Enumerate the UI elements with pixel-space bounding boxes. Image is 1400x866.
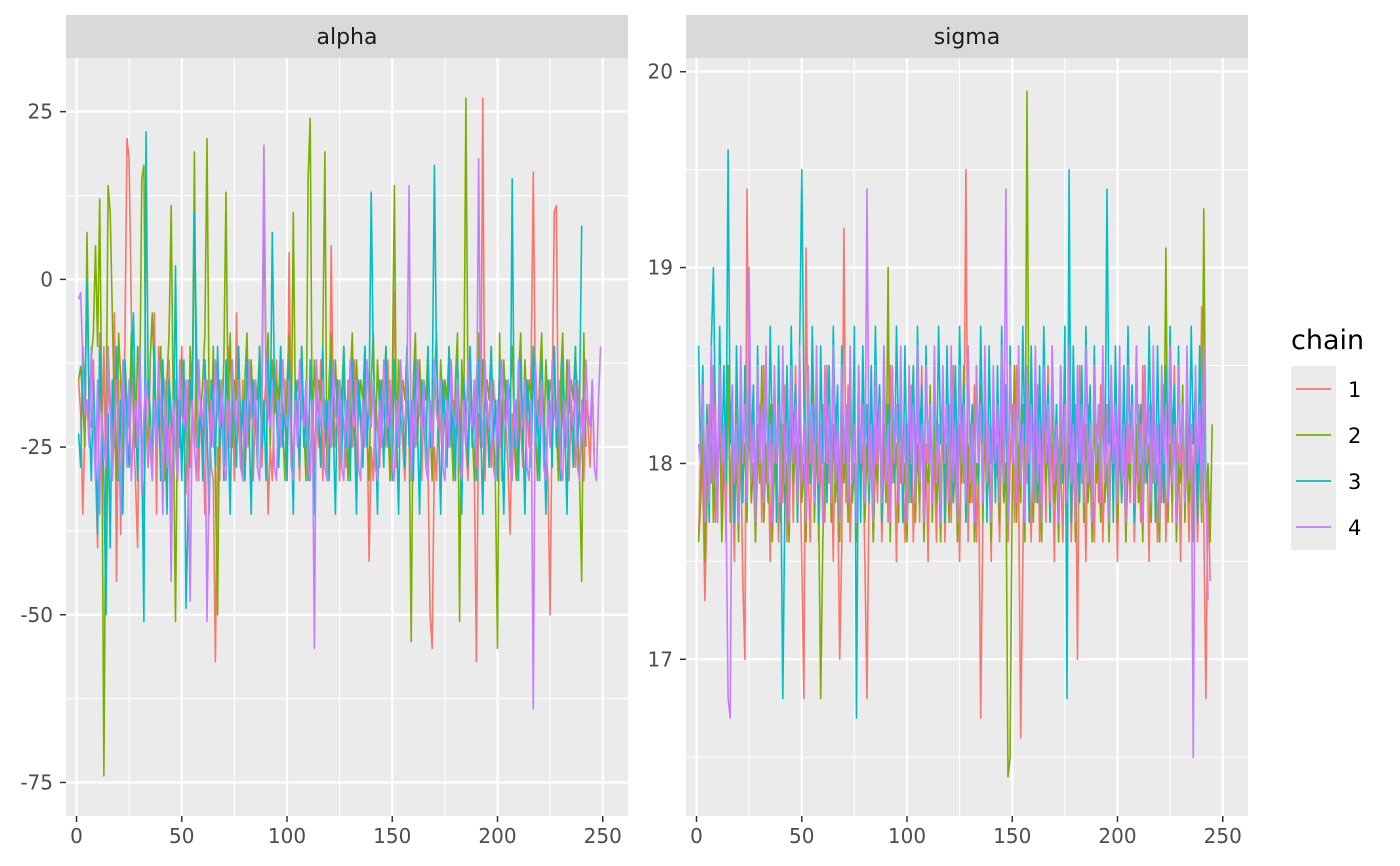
legend-title: chain (1291, 325, 1364, 356)
y-tick-label: -25 (20, 435, 53, 459)
x-axis: 0 50 100 150 200 250 (70, 816, 622, 848)
legend-label-2: 2 (1348, 424, 1361, 448)
legend-label-1: 1 (1348, 378, 1361, 402)
y-tick-label: -50 (20, 603, 53, 627)
y-tick-label: 18 (648, 451, 673, 475)
legend-label-3: 3 (1348, 470, 1361, 494)
x-tick-label: 150 (373, 824, 411, 848)
x-tick-label: 0 (690, 824, 703, 848)
legend-key-background (1291, 366, 1336, 550)
strip-background (66, 15, 628, 58)
x-tick-label: 50 (789, 824, 814, 848)
y-axis: 20 19 18 17 (648, 60, 686, 671)
x-tick-label: 100 (888, 824, 926, 848)
panel-sigma: sigma 20 19 18 17 0 50 100 150 200 250 (648, 15, 1248, 848)
x-tick-label: 200 (1098, 824, 1136, 848)
x-tick-label: 200 (478, 824, 516, 848)
series-line-chain-4 (77, 144, 602, 710)
legend-label-4: 4 (1348, 516, 1361, 540)
y-tick-label: 0 (40, 267, 53, 291)
strip-background (686, 15, 1248, 58)
legend-keys (1296, 388, 1331, 528)
x-tick-label: 0 (70, 824, 83, 848)
y-axis: 25 0 -25 -50 -75 (20, 100, 66, 794)
series-lines (77, 97, 602, 777)
y-tick-label: 20 (648, 60, 673, 84)
y-tick-label: 19 (648, 256, 673, 280)
panel-alpha: alpha 25 0 -25 -50 -75 0 50 100 150 200 … (20, 15, 628, 848)
y-tick-label: 17 (648, 647, 673, 671)
y-tick-label: -75 (20, 770, 53, 794)
x-tick-label: 50 (169, 824, 194, 848)
panel-title: sigma (934, 25, 1000, 50)
legend: chain 1 2 3 4 (1291, 325, 1364, 550)
x-tick-label: 150 (993, 824, 1031, 848)
series-line-chain-4 (697, 188, 1209, 759)
x-axis: 0 50 100 150 200 250 (690, 816, 1242, 848)
panel-title: alpha (317, 25, 378, 50)
x-tick-label: 250 (1204, 824, 1242, 848)
series-lines (697, 90, 1213, 778)
x-tick-label: 100 (268, 824, 306, 848)
x-tick-label: 250 (584, 824, 622, 848)
y-tick-label: 25 (28, 100, 53, 124)
